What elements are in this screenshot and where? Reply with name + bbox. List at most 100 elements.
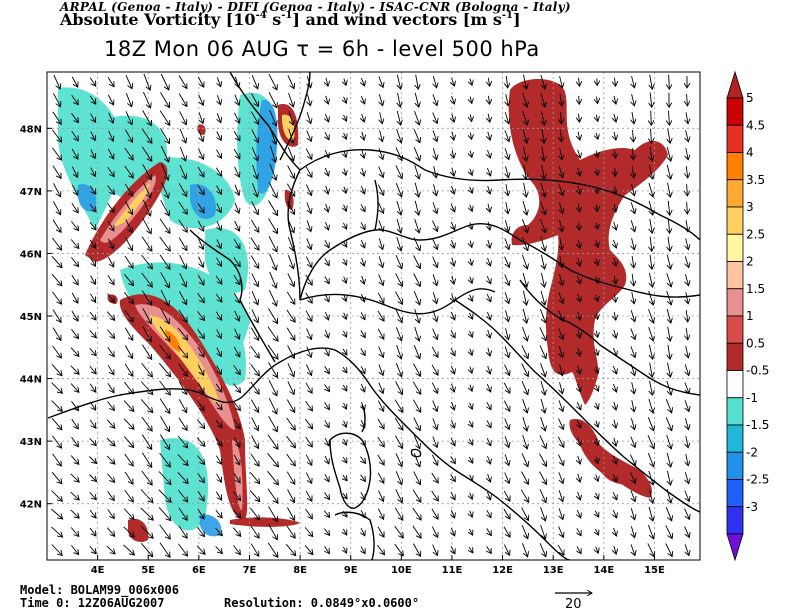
wind-vector: [451, 474, 456, 481]
wind-vector: [123, 436, 133, 447]
wind-vector: [71, 166, 77, 178]
wind-vector: [140, 381, 153, 395]
wind-vector: [521, 363, 529, 377]
latitude-label: 48N: [20, 124, 42, 135]
wind-vector: [631, 508, 634, 519]
wind-vector: [431, 526, 437, 538]
wind-vector: [177, 489, 187, 502]
wind-vector: [577, 275, 580, 284]
wind-vector: [305, 418, 312, 429]
wind-vector: [107, 401, 115, 411]
wind-vector: [325, 546, 330, 553]
wind-vector: [306, 202, 311, 213]
wind-vector: [666, 272, 672, 287]
colorbar-label: -1: [746, 391, 758, 405]
wind-vector: [614, 113, 616, 122]
wind-vector: [90, 113, 96, 123]
wind-vector: [233, 436, 240, 447]
wind-vector: [197, 311, 204, 320]
wind-vector: [287, 255, 293, 269]
wind-vector: [216, 149, 221, 159]
wind-vector: [505, 454, 509, 465]
wind-vector: [578, 185, 580, 194]
wind-vector: [71, 310, 78, 321]
wind-vector: [159, 344, 171, 359]
wind-vector: [142, 218, 151, 233]
wind-vector: [540, 74, 545, 89]
wind-vector: [614, 437, 616, 446]
wind-vector: [287, 165, 295, 179]
wind-vector: [51, 471, 62, 484]
wind-vector: [251, 435, 259, 449]
wind-vector: [250, 507, 260, 520]
wind-vector: [613, 491, 617, 500]
wind-vector: [89, 330, 97, 337]
wind-vector: [343, 492, 347, 499]
wind-vector: [51, 417, 62, 430]
wind-vector: [413, 291, 420, 305]
wind-vector: [559, 166, 563, 177]
wind-vector: [71, 436, 79, 447]
wind-vector: [665, 543, 672, 557]
wind-vector: [235, 94, 239, 106]
wind-vector: [413, 471, 421, 484]
wind-vector: [198, 238, 204, 250]
wind-vector: [522, 200, 527, 215]
wind-vector: [179, 111, 187, 124]
wind-vector: [344, 312, 347, 320]
wind-vector: [524, 74, 527, 89]
wind-vector: [287, 345, 295, 359]
field-title-exp-1: -4: [255, 10, 267, 21]
wind-vector: [52, 291, 62, 304]
wind-vector: [251, 147, 258, 161]
wind-vector: [505, 292, 509, 303]
wind-vector: [487, 546, 492, 554]
wind-vector: [451, 545, 455, 554]
wind-vector: [432, 400, 438, 412]
wind-vector: [506, 166, 509, 177]
wind-vector: [506, 184, 508, 196]
wind-vector: [233, 292, 240, 303]
wind-vector: [125, 237, 133, 251]
wind-vector: [470, 330, 473, 337]
wind-vector: [233, 130, 240, 141]
wind-vector: [666, 434, 672, 449]
wind-vector: [159, 380, 171, 395]
wind-vector: [651, 110, 652, 126]
wind-vector: [71, 257, 78, 266]
wind-vector: [197, 382, 204, 393]
wind-vector: [521, 525, 528, 538]
wind-vector: [432, 256, 438, 268]
wind-vector: [521, 219, 527, 233]
wind-vector: [648, 326, 654, 341]
wind-vector: [141, 236, 152, 251]
wind-vector: [380, 130, 383, 141]
colorbar-label: -1.5: [746, 418, 769, 432]
wind-vector: [416, 74, 419, 89]
wind-vector: [503, 400, 509, 412]
wind-vector: [378, 364, 383, 376]
wind-vector: [560, 364, 563, 376]
wind-vector: [379, 256, 383, 267]
wind-vector: [344, 402, 347, 409]
wind-vector: [326, 203, 329, 212]
wind-vector: [559, 202, 563, 213]
wind-vector: [160, 92, 170, 107]
wind-vector: [159, 434, 169, 450]
wind-vector: [504, 274, 510, 286]
wind-vector: [215, 527, 223, 535]
wind-vector: [107, 274, 114, 285]
wind-vector: [217, 347, 221, 357]
wind-vector: [470, 492, 473, 500]
wind-vector: [124, 327, 133, 340]
wind-vector: [539, 453, 547, 467]
colorbar-swatch: [726, 97, 744, 126]
wind-vector: [522, 254, 528, 269]
wind-vector: [578, 365, 580, 374]
wind-vector: [539, 435, 546, 448]
wind-vector: [361, 492, 365, 499]
wind-vector: [503, 544, 509, 556]
wind-vector: [378, 490, 384, 502]
wind-vector: [379, 238, 382, 249]
wind-vector: [395, 291, 403, 305]
